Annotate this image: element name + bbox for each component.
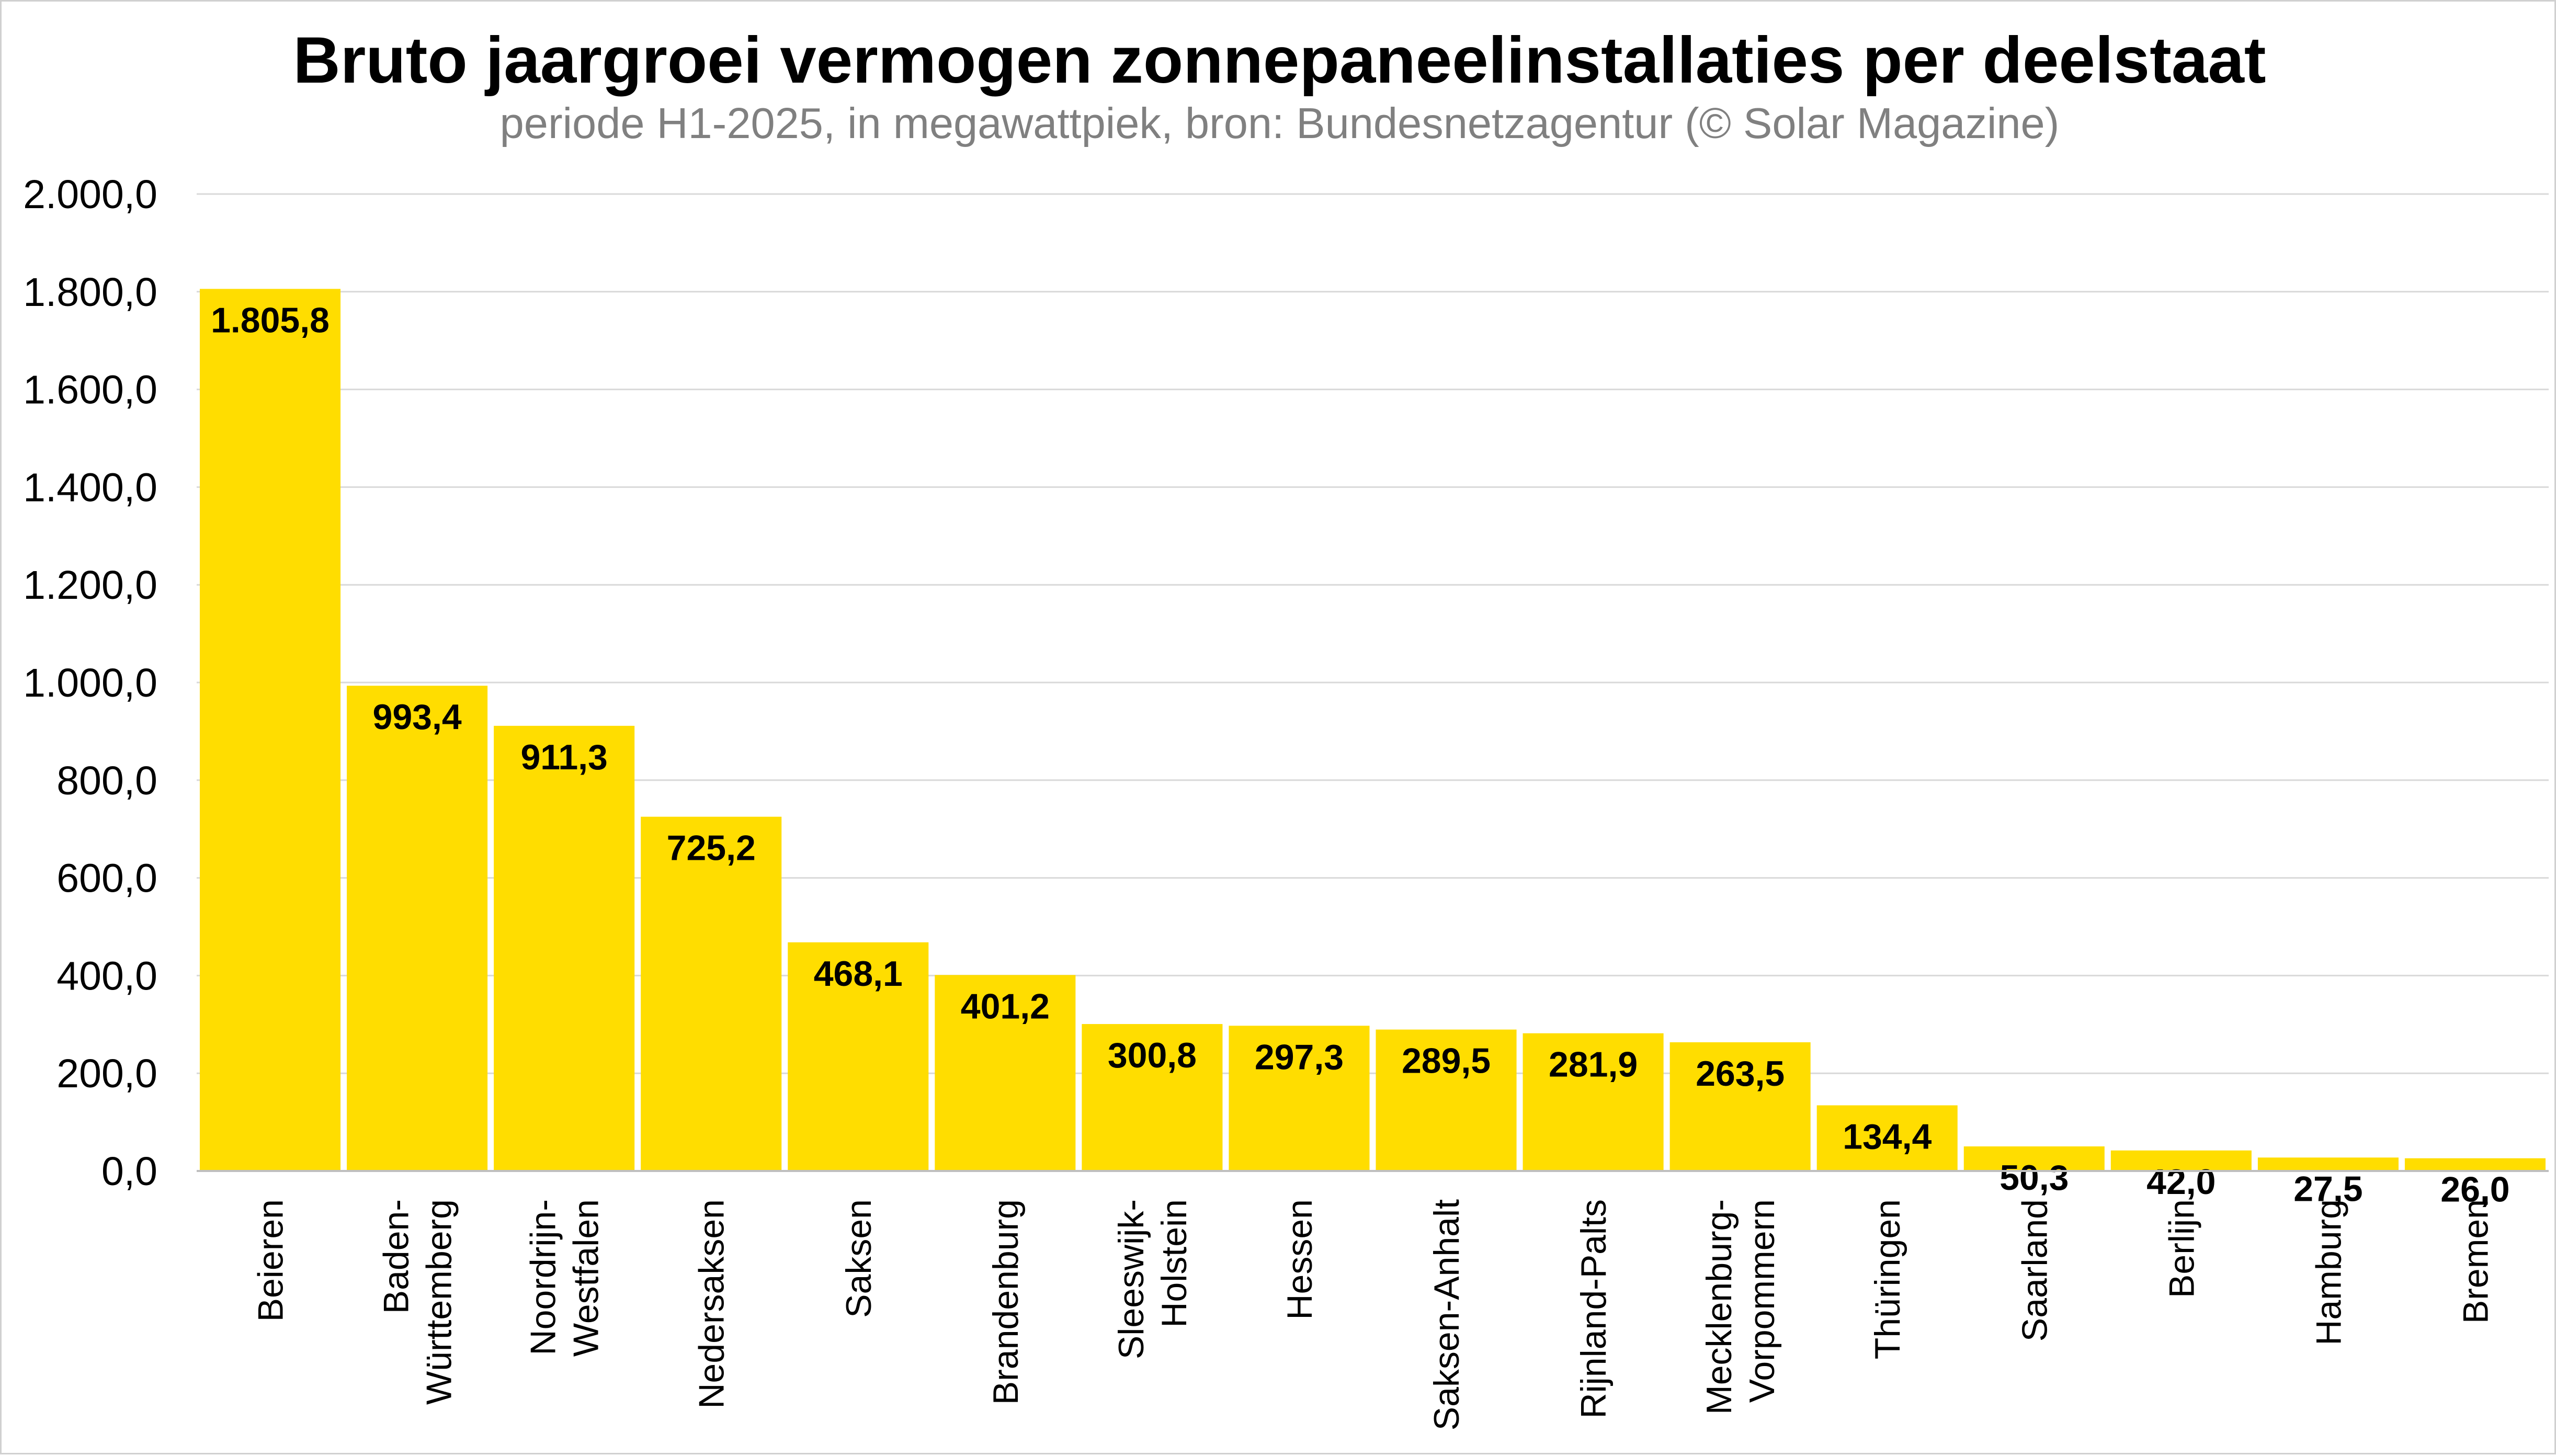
bar xyxy=(1229,1026,1370,1171)
data-label: 300,8 xyxy=(1108,1036,1197,1075)
data-label: 42,0 xyxy=(2146,1162,2216,1202)
bar xyxy=(1669,1042,1811,1171)
x-tick-label: Beieren xyxy=(251,1199,291,1322)
data-label: 289,5 xyxy=(1402,1041,1491,1081)
y-tick-label: 200,0 xyxy=(56,1051,157,1096)
y-tick-label: 1.800,0 xyxy=(23,270,157,315)
y-tick-label: 400,0 xyxy=(56,953,157,998)
x-tick-label-line: Westfalen xyxy=(566,1199,606,1357)
data-label: 468,1 xyxy=(814,954,903,994)
bar xyxy=(1523,1033,1664,1171)
y-tick-label: 600,0 xyxy=(56,856,157,901)
x-tick-label-line: Bremen xyxy=(2456,1199,2495,1324)
data-label: 26,0 xyxy=(2440,1170,2509,1210)
x-tick-label-line: Baden- xyxy=(377,1199,416,1314)
bar xyxy=(2110,1150,2252,1171)
x-tick-label-line: Sleeswijk- xyxy=(1111,1199,1151,1359)
data-label: 134,4 xyxy=(1843,1117,1932,1156)
x-tick-label: Berlijn xyxy=(2162,1199,2201,1298)
x-tick-label-line: Württemberg xyxy=(419,1199,459,1405)
x-tick-label-line: Holstein xyxy=(1154,1199,1194,1328)
x-tick-label: Saarland xyxy=(2015,1199,2054,1341)
data-label: 297,3 xyxy=(1255,1037,1344,1077)
bar xyxy=(2257,1157,2399,1171)
x-tick-label-line: Nedersaksen xyxy=(692,1199,732,1409)
data-label: 911,3 xyxy=(520,737,607,777)
x-tick-label-line: Saksen xyxy=(839,1199,879,1318)
bar xyxy=(1963,1146,2105,1171)
data-label: 50,3 xyxy=(2000,1158,2069,1198)
x-tick-label-line: Berlijn xyxy=(2162,1199,2201,1298)
x-tick-label: Rijnland-Palts xyxy=(1574,1199,1614,1419)
data-label: 725,2 xyxy=(667,828,756,868)
bar xyxy=(641,816,782,1171)
x-tick-label-line: Hessen xyxy=(1280,1199,1320,1320)
x-tick-label-line: Hamburg xyxy=(2309,1199,2348,1346)
x-tick-label: Nedersaksen xyxy=(692,1199,732,1409)
y-tick-label: 2.000,0 xyxy=(23,172,157,217)
x-tick-label-line: Thüringen xyxy=(1868,1199,1907,1359)
x-tick-label-line: Saksen-Anhalt xyxy=(1427,1199,1467,1430)
bar xyxy=(2404,1158,2546,1171)
bar xyxy=(347,686,488,1171)
x-tick-label-line: Noordrijn- xyxy=(524,1199,563,1356)
x-tick-label: Sleeswijk- Holstein xyxy=(1111,1199,1194,1359)
x-tick-label: Hamburg xyxy=(2309,1199,2348,1346)
x-tick-label-line: Brandenburg xyxy=(986,1199,1026,1405)
x-tick-label: Saksen xyxy=(839,1199,879,1318)
x-tick-label-line: Vorpommern xyxy=(1742,1199,1782,1403)
x-tick-label-line: Mecklenburg- xyxy=(1699,1199,1739,1415)
data-label: 281,9 xyxy=(1549,1045,1638,1085)
y-tick-label: 1.600,0 xyxy=(23,368,157,413)
y-tick-label: 0,0 xyxy=(101,1149,157,1194)
y-tick-label: 1.400,0 xyxy=(23,465,157,510)
x-tick-label: Saksen-Anhalt xyxy=(1427,1199,1467,1430)
data-label: 27,5 xyxy=(2293,1169,2362,1209)
x-tick-label-line: Saarland xyxy=(2015,1199,2054,1341)
chart-title: Bruto jaargroei vermogen zonnepaneelinst… xyxy=(293,24,2266,97)
x-tick-label: Bremen xyxy=(2456,1199,2495,1324)
data-label: 1.805,8 xyxy=(211,300,330,340)
x-tick-label: Noordrijn- Westfalen xyxy=(524,1199,606,1357)
data-label: 993,4 xyxy=(373,697,462,737)
bar xyxy=(788,942,929,1171)
x-tick-label: Baden- Württemberg xyxy=(377,1199,459,1405)
data-label: 401,2 xyxy=(961,986,1050,1026)
data-label: 263,5 xyxy=(1696,1054,1785,1094)
bar xyxy=(1082,1024,1223,1171)
y-tick-label: 1.200,0 xyxy=(23,563,157,608)
bar xyxy=(1816,1105,1958,1171)
bar xyxy=(200,289,341,1171)
x-tick-label-line: Rijnland-Palts xyxy=(1574,1199,1614,1419)
x-tick-label-line: Beieren xyxy=(251,1199,291,1322)
x-tick-label: Hessen xyxy=(1280,1199,1320,1320)
y-tick-label: 1.000,0 xyxy=(23,661,157,706)
chart-subtitle: periode H1-2025, in megawattpiek, bron: … xyxy=(499,99,2060,147)
x-tick-label: Mecklenburg- Vorpommern xyxy=(1699,1199,1782,1415)
bar xyxy=(494,725,635,1171)
x-tick-label: Brandenburg xyxy=(986,1199,1026,1405)
bar xyxy=(935,975,1076,1171)
bar xyxy=(1376,1029,1517,1171)
x-tick-label: Thüringen xyxy=(1868,1199,1907,1359)
y-tick-label: 800,0 xyxy=(56,758,157,803)
